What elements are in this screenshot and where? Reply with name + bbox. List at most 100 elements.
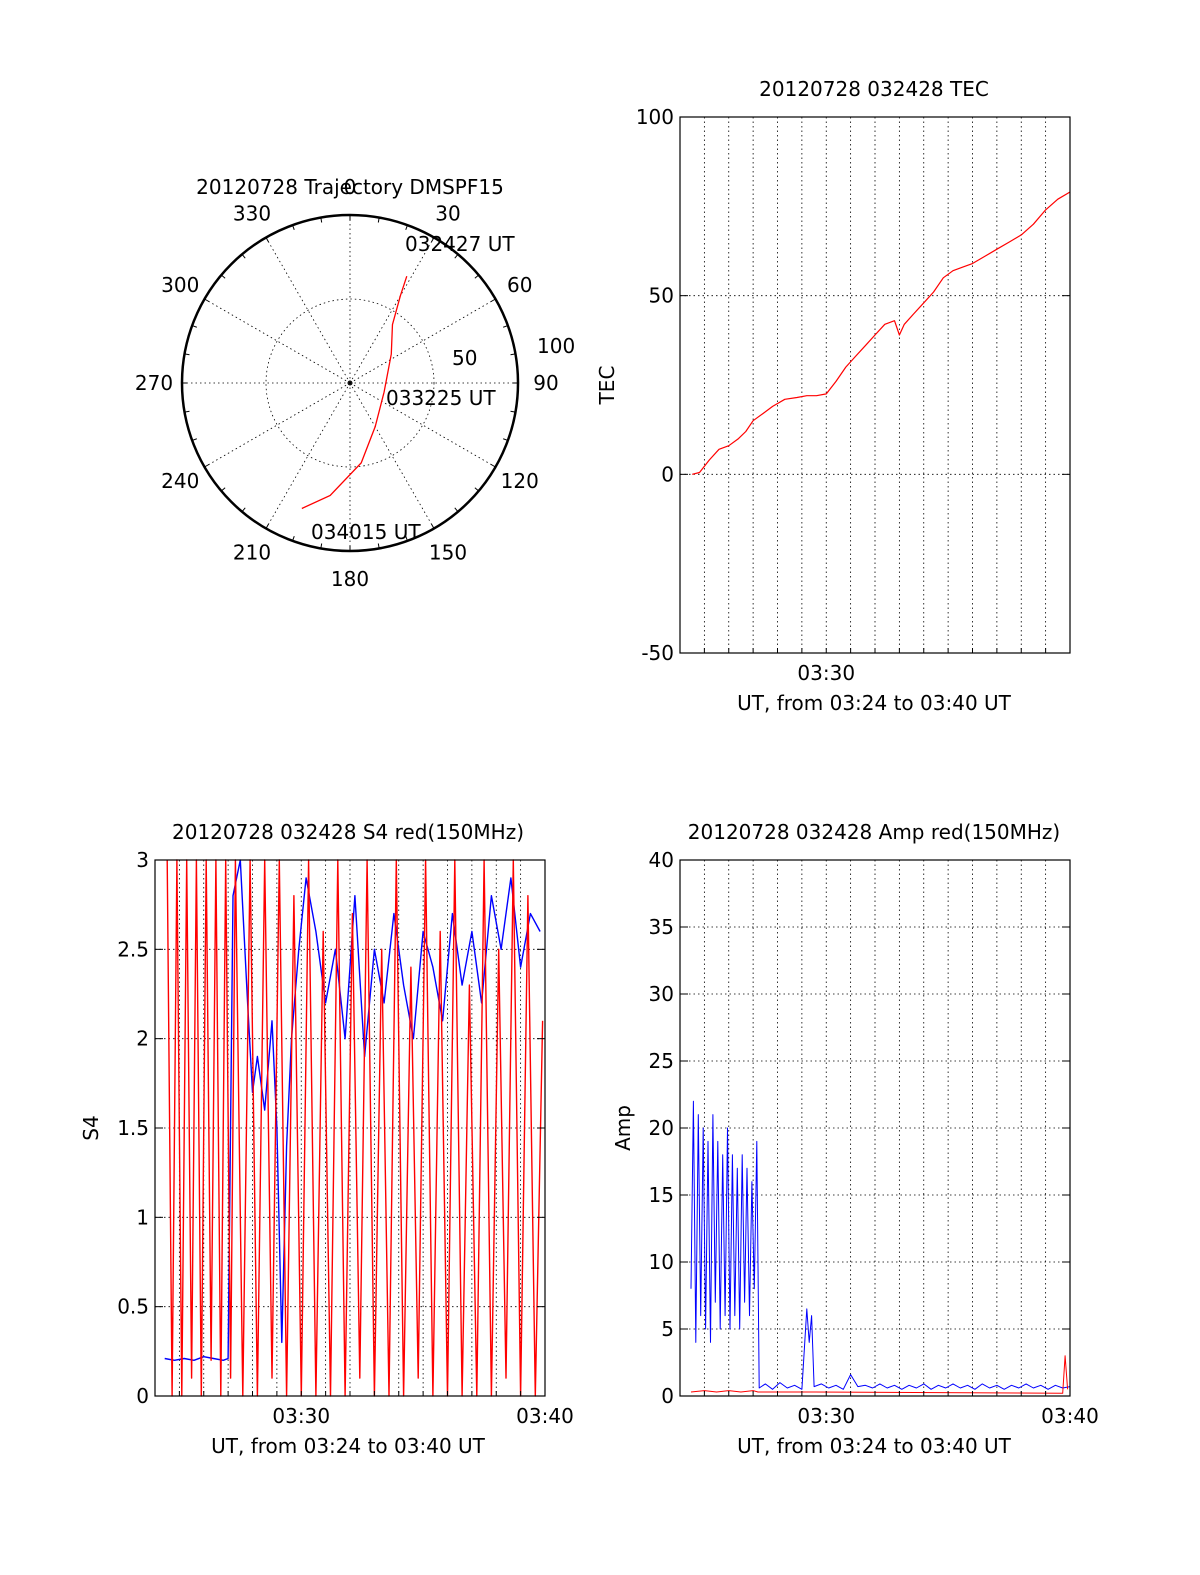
s4-plot-ytick-label-2: 2 <box>136 1027 149 1051</box>
polar-tick-190 <box>320 543 323 549</box>
polar-spoke-330 <box>265 237 351 384</box>
amp-plot-xtick-label-40: 03:40 <box>1041 1404 1099 1428</box>
polar-tick-60 <box>490 298 496 302</box>
polar-title: 20120728 Trajectory DMSPF15 <box>196 175 504 199</box>
tec-plot-ytick-label--50: -50 <box>641 641 674 665</box>
polar-angle-label-60: 60 <box>507 273 532 297</box>
s4-plot-ytick-label-0.5: 0.5 <box>117 1295 149 1319</box>
amp-plot-ytick-label-0: 0 <box>661 1384 674 1408</box>
tec-panel: 20120728 032428 TEC -50 0 50 100 03:30 TEC U… <box>595 77 1071 715</box>
tec-plot-xtick-label-30: 03:30 <box>797 661 855 685</box>
polar-tick-260 <box>184 410 190 413</box>
polar-angle-label-120: 120 <box>501 469 539 493</box>
polar-tick-280 <box>184 353 190 356</box>
polar-spoke-240 <box>204 382 351 468</box>
s4-plot-ytick-label-2.5: 2.5 <box>117 937 149 961</box>
polar-grid <box>180 213 520 553</box>
amp-plot-ytick-label-15: 15 <box>649 1183 674 1207</box>
s4-xlabel: UT, from 03:24 to 03:40 UT <box>211 1434 486 1458</box>
tec-xlabel: UT, from 03:24 to 03:40 UT <box>737 691 1012 715</box>
polar-spoke-300 <box>204 298 351 384</box>
polar-angle-label-240: 240 <box>161 469 199 493</box>
s4-plot-series-1 <box>166 859 544 1397</box>
s4-plot-ytick-label-1.5: 1.5 <box>117 1116 149 1140</box>
tec-plot-ytick-label-100: 100 <box>636 105 674 129</box>
polar-spoke-30 <box>349 237 435 384</box>
polar-angle-label-0: 0 <box>344 175 357 199</box>
polar-annotation-end: 034015 UT <box>311 520 421 544</box>
amp-plot-ytick-label-10: 10 <box>649 1250 674 1274</box>
amp-plot-area: 0 5 10 15 20 25 30 35 40 03:30 03:40 <box>649 848 1099 1428</box>
polar-tick-290 <box>191 325 198 328</box>
tec-plot-ytick-label-0: 0 <box>661 462 674 486</box>
polar-tick-150 <box>431 523 435 529</box>
amp-ylabel: Amp <box>611 1105 635 1151</box>
s4-plot-ytick-label-1: 1 <box>136 1205 149 1229</box>
polar-tick-330 <box>265 237 269 243</box>
polar-tick-140 <box>454 507 459 513</box>
polar-tick-250 <box>191 438 198 441</box>
polar-tick-340 <box>292 224 295 231</box>
tec-plot-series-0 <box>692 191 1071 475</box>
polar-angle-label-300: 300 <box>161 273 199 297</box>
polar-panel: 20120728 Trajectory DMSPF15 0 30 60 90 120 15… <box>135 175 575 591</box>
polar-tick-120 <box>490 464 496 468</box>
s4-plot-xtick-label-40: 03:40 <box>516 1404 574 1428</box>
polar-tick-240 <box>204 464 210 468</box>
s4-ylabel: S4 <box>79 1115 103 1140</box>
polar-tick-300 <box>204 298 210 302</box>
polar-spoke-60 <box>349 298 496 384</box>
polar-spoke-210 <box>265 382 351 529</box>
polar-tick-320 <box>241 253 246 259</box>
polar-center <box>347 380 353 386</box>
polar-angle-labels: 0 30 60 90 120 150 180 210 240 270 300 330 <box>135 175 559 591</box>
polar-trajectory-line-0 <box>301 275 408 510</box>
amp-panel: 20120728 032428 Amp red(150MHz) 0 5 10 15 20… <box>611 820 1099 1458</box>
s4-title: 20120728 032428 S4 red(150MHz) <box>172 820 524 844</box>
polar-angle-label-210: 210 <box>233 541 271 565</box>
polar-annotation-start: 032427 UT <box>405 232 515 256</box>
polar-tick-200 <box>292 535 295 542</box>
s4-plot-area: 0 0.5 1 1.5 2 2.5 3 03:30 03:40 <box>117 848 574 1428</box>
polar-annotation-mid: 033225 UT <box>386 386 496 410</box>
polar-angle-label-180: 180 <box>331 567 369 591</box>
polar-tick-170 <box>377 543 380 549</box>
polar-spoke-150 <box>349 382 435 529</box>
polar-angle-label-330: 330 <box>233 201 271 225</box>
amp-plot-ytick-label-20: 20 <box>649 1116 674 1140</box>
polar-angle-label-150: 150 <box>429 541 467 565</box>
polar-tick-110 <box>502 438 509 441</box>
polar-tick-30 <box>431 237 435 243</box>
tec-plot-ytick-label-50: 50 <box>649 284 674 308</box>
polar-angle-label-270: 270 <box>135 371 173 395</box>
polar-tick-40 <box>454 253 459 259</box>
polar-tick-230 <box>220 487 226 492</box>
polar-tick-210 <box>265 523 269 529</box>
polar-tick-70 <box>502 325 509 328</box>
s4-plot-xtick-label-30: 03:30 <box>272 1404 330 1428</box>
polar-tick-20 <box>405 224 408 231</box>
tec-title: 20120728 032428 TEC <box>759 77 989 101</box>
polar-tick-50 <box>474 274 480 279</box>
s4-panel: 20120728 032428 S4 red(150MHz) 0 0.5 1 1.5 2… <box>79 820 574 1458</box>
polar-radius-label-50: 50 <box>452 346 477 370</box>
polar-tick-220 <box>241 507 246 513</box>
tec-ylabel: TEC <box>595 366 619 406</box>
s4-plot-ytick-label-3: 3 <box>136 848 149 872</box>
polar-series <box>301 275 408 510</box>
amp-plot-xtick-label-30: 03:30 <box>797 1404 855 1428</box>
polar-tick-350 <box>320 217 323 223</box>
amp-plot-series-1 <box>690 1355 1069 1394</box>
polar-tick-310 <box>220 274 226 279</box>
polar-tick-80 <box>510 353 516 356</box>
amp-plot-ytick-label-25: 25 <box>649 1049 674 1073</box>
amp-xlabel: UT, from 03:24 to 03:40 UT <box>737 1434 1012 1458</box>
polar-tick-130 <box>474 487 480 492</box>
polar-spoke-120 <box>349 382 496 468</box>
amp-plot-ytick-label-30: 30 <box>649 982 674 1006</box>
amp-title: 20120728 032428 Amp red(150MHz) <box>688 820 1060 844</box>
polar-angle-label-90: 90 <box>533 371 558 395</box>
polar-tick-10 <box>377 217 380 223</box>
polar-radius-label-100: 100 <box>537 334 575 358</box>
